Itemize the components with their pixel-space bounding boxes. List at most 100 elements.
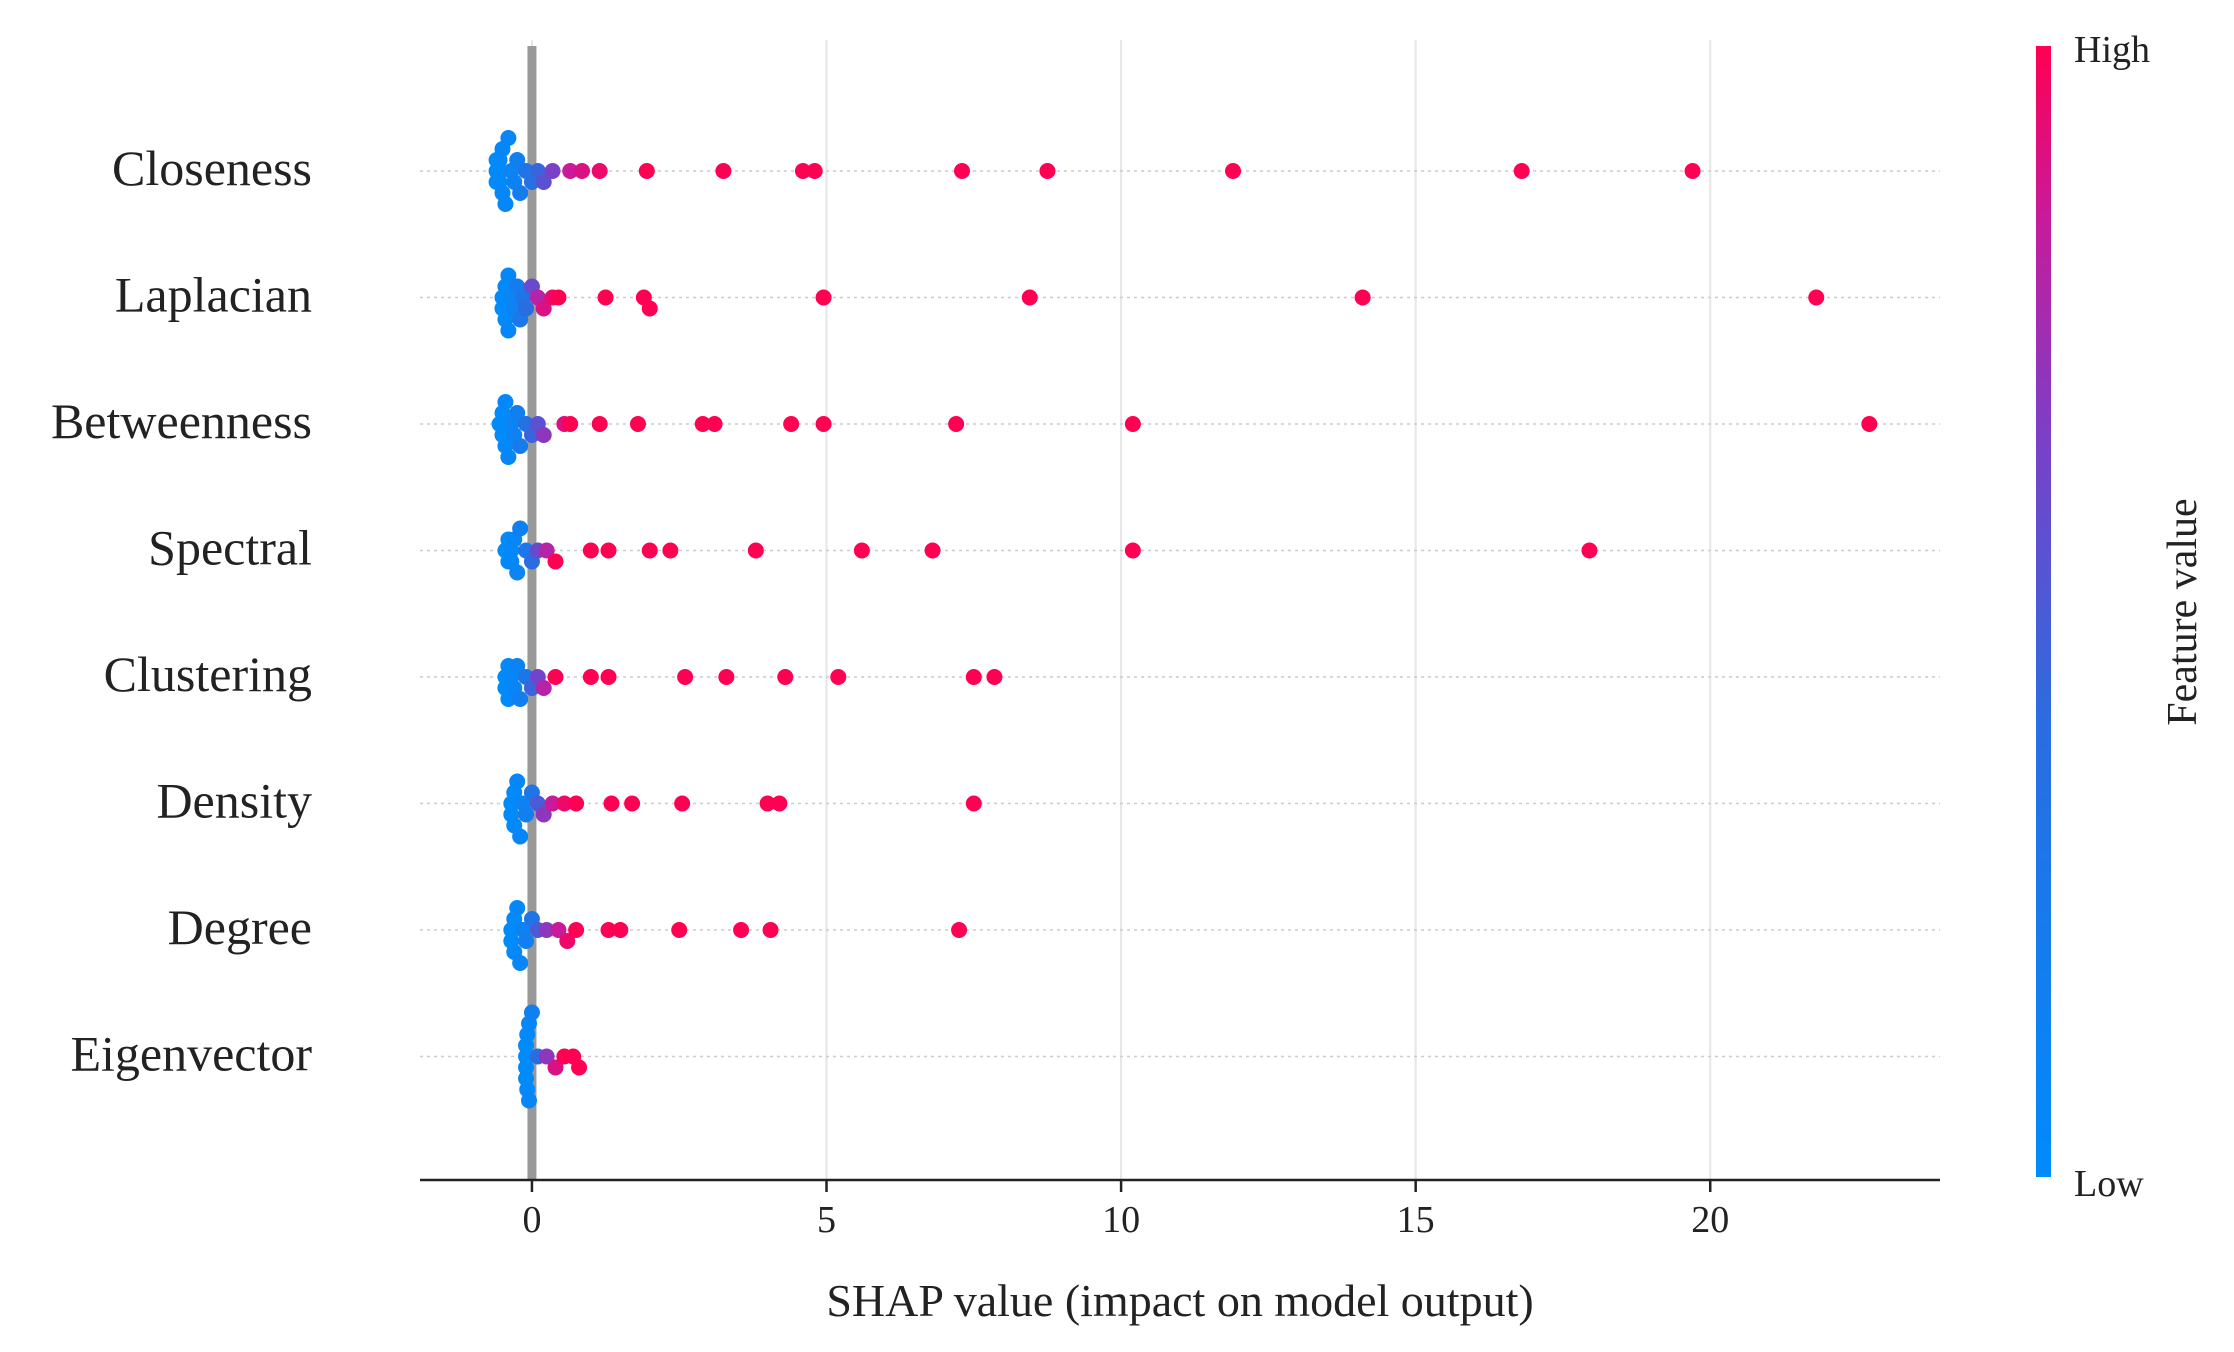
- shap-point: [571, 1059, 588, 1076]
- colorbar-high-label: High: [2074, 29, 2150, 71]
- shap-point: [662, 542, 679, 559]
- shap-point: [951, 922, 968, 938]
- shap-point: [535, 174, 552, 190]
- shap-point: [574, 163, 591, 179]
- shap-point: [544, 795, 561, 812]
- shap-point: [715, 163, 732, 179]
- shap-point: [547, 669, 564, 685]
- shap-point: [629, 416, 646, 432]
- shap-point: [1861, 416, 1878, 432]
- shap-point: [1354, 289, 1371, 306]
- feature-label: Spectral: [148, 520, 312, 576]
- shap-point: [497, 196, 514, 212]
- shap-point: [547, 553, 564, 570]
- shap-point: [509, 773, 526, 790]
- feature-label: Clustering: [104, 646, 312, 702]
- shap-point: [597, 289, 614, 306]
- shap-point: [518, 806, 535, 823]
- vertical-grid-lines: [530, 40, 1712, 1180]
- shap-point: [986, 669, 1003, 685]
- shap-point: [512, 691, 529, 707]
- x-axis-ticks: 0 5 10 15 20: [522, 1180, 1729, 1241]
- shap-point: [550, 922, 567, 938]
- shap-point: [1039, 163, 1056, 179]
- shap-point: [550, 289, 567, 306]
- shap-point: [538, 922, 555, 938]
- shap-points: [488, 130, 1878, 1109]
- shap-point: [777, 669, 794, 685]
- shap-point: [641, 542, 658, 559]
- shap-point: [509, 564, 526, 581]
- x-tick-label: 20: [1691, 1199, 1729, 1241]
- shap-point: [535, 680, 552, 696]
- shap-point: [948, 416, 965, 432]
- shap-point: [509, 152, 526, 168]
- shap-point: [747, 542, 764, 559]
- shap-point: [638, 163, 655, 179]
- shap-point: [582, 669, 599, 685]
- shap-point: [591, 163, 608, 179]
- shap-point: [591, 416, 608, 432]
- shap-point: [706, 416, 723, 432]
- colorbar-title: Feature value: [2160, 498, 2206, 725]
- shap-point: [1581, 542, 1598, 559]
- shap-point: [512, 955, 529, 971]
- shap-point: [794, 163, 811, 179]
- shap-point: [518, 1059, 535, 1076]
- shap-point: [815, 416, 832, 432]
- shap-point: [500, 130, 517, 146]
- feature-label: Eigenvector: [70, 1026, 312, 1082]
- shap-point: [512, 438, 529, 454]
- shap-point: [1021, 289, 1038, 306]
- shap-point: [582, 542, 599, 559]
- shap-point: [523, 1004, 540, 1021]
- shap-point: [562, 163, 579, 179]
- shap-point: [853, 542, 870, 559]
- feature-labels: Closeness Laplacian Betweenness Spectral Clu…: [51, 140, 312, 1082]
- shap-point: [965, 669, 982, 685]
- shap-point: [509, 405, 526, 421]
- shap-point: [512, 520, 529, 537]
- shap-point: [500, 449, 517, 465]
- shap-point: [641, 300, 658, 317]
- shap-point: [1225, 163, 1242, 179]
- shap-point: [806, 163, 823, 179]
- shap-point: [733, 922, 750, 938]
- x-tick-label: 0: [522, 1199, 541, 1241]
- shap-point: [535, 300, 552, 317]
- shap-point: [783, 416, 800, 432]
- feature-label: Density: [156, 773, 312, 829]
- x-tick-label: 15: [1397, 1199, 1435, 1241]
- shap-point: [538, 542, 555, 559]
- shap-point: [568, 922, 585, 938]
- shap-point: [535, 427, 552, 443]
- shap-point: [512, 185, 529, 201]
- shap-point: [500, 267, 517, 284]
- shap-point: [544, 163, 561, 179]
- feature-label: Betweenness: [51, 393, 312, 449]
- shap-point: [520, 1092, 537, 1109]
- shap-point: [600, 542, 617, 559]
- shap-point: [509, 658, 526, 674]
- shap-point: [1684, 163, 1701, 179]
- shap-point: [830, 669, 847, 685]
- x-tick-label: 5: [817, 1199, 836, 1241]
- shap-point: [500, 322, 517, 339]
- feature-label: Laplacian: [115, 267, 312, 323]
- feature-label: Closeness: [112, 140, 312, 196]
- shap-point: [491, 163, 508, 179]
- shap-point: [509, 900, 526, 916]
- x-axis-label: SHAP value (impact on model output): [826, 1275, 1533, 1326]
- shap-point: [954, 163, 971, 179]
- shap-point: [674, 795, 691, 812]
- shap-point: [538, 1048, 555, 1065]
- colorbar-low-label: Low: [2074, 1163, 2144, 1205]
- shap-point: [568, 795, 585, 812]
- shap-point: [562, 416, 579, 432]
- zero-reference-line: [527, 46, 537, 1180]
- shap-point: [694, 416, 711, 432]
- colorbar: [2036, 46, 2051, 1177]
- shap-point: [771, 795, 788, 812]
- shap-point: [603, 795, 620, 812]
